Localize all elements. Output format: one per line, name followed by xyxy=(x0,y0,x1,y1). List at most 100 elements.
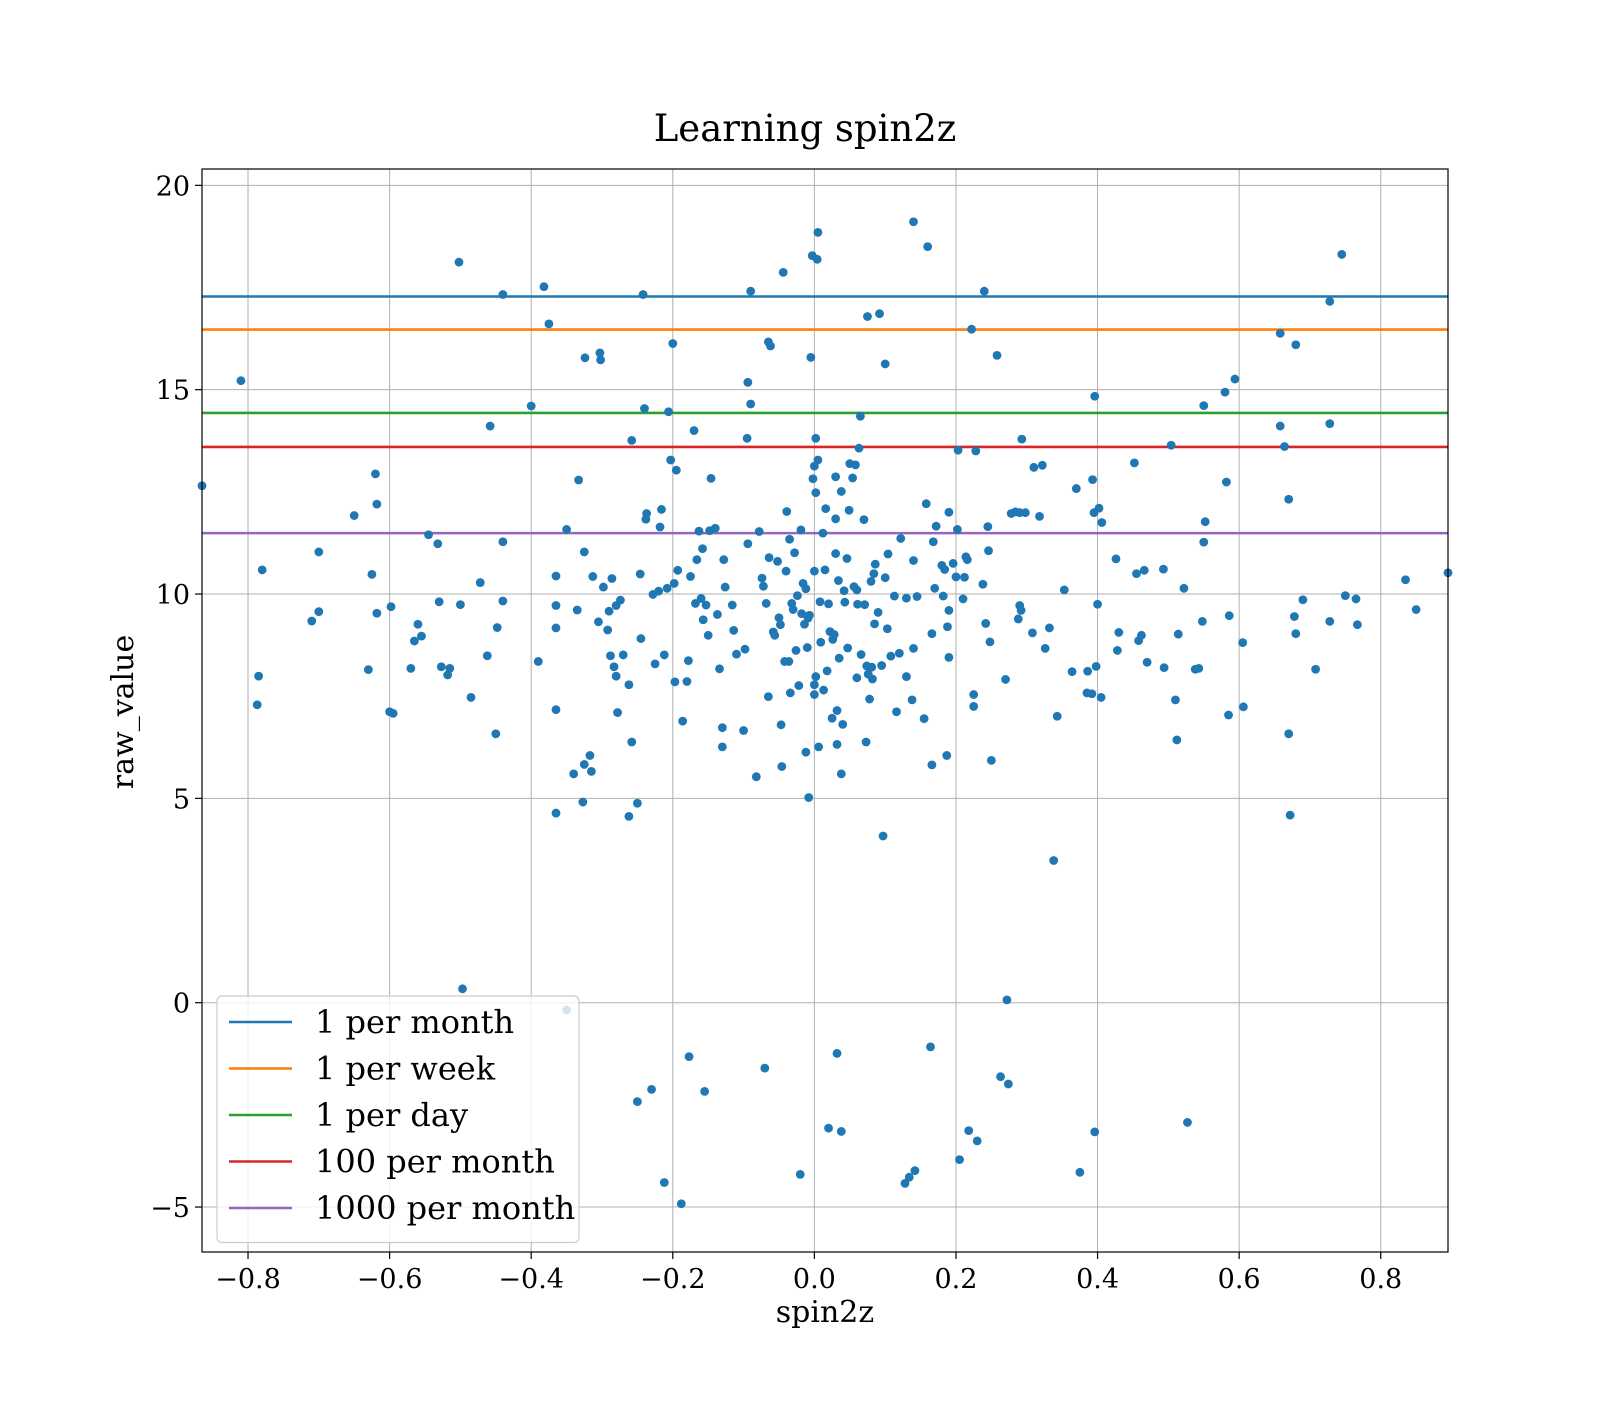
data-point xyxy=(1199,537,1209,547)
data-point xyxy=(983,522,993,531)
data-point xyxy=(539,282,549,292)
data-point xyxy=(790,548,799,558)
data-point xyxy=(967,324,976,334)
y-tick-label: 15 xyxy=(156,376,190,407)
data-point xyxy=(1097,518,1107,527)
data-point xyxy=(1291,629,1301,639)
data-point xyxy=(1017,434,1027,444)
data-point xyxy=(676,1199,686,1209)
data-point xyxy=(729,625,739,635)
y-axis-label: raw_value xyxy=(106,635,141,789)
y-tick-label: −5 xyxy=(150,1193,190,1224)
data-point xyxy=(666,455,676,465)
data-point xyxy=(607,574,617,583)
data-point xyxy=(1352,620,1362,630)
data-point xyxy=(838,719,848,729)
data-point xyxy=(860,600,870,610)
data-point xyxy=(624,811,634,821)
data-point xyxy=(962,555,972,565)
x-ticks: −0.8 −0.6 −0.4 −0.2 0.0 0.2 0.4 0.6 0.8 xyxy=(215,1252,1402,1295)
data-point xyxy=(1111,554,1121,564)
data-point xyxy=(788,605,798,614)
data-point xyxy=(611,671,621,681)
y-tick-label: 0 xyxy=(173,989,190,1020)
grid-lines xyxy=(202,169,1448,1252)
data-point xyxy=(551,808,561,818)
data-point xyxy=(836,487,846,496)
data-point xyxy=(1052,711,1062,721)
data-point xyxy=(972,1136,982,1146)
data-point xyxy=(588,572,598,581)
data-point xyxy=(1311,664,1321,674)
data-point xyxy=(791,646,801,655)
data-point xyxy=(701,600,711,610)
data-point xyxy=(889,591,899,601)
data-point xyxy=(927,760,937,770)
data-point xyxy=(839,586,849,596)
legend-label: 1 per month xyxy=(315,1003,514,1041)
data-point xyxy=(475,578,485,587)
data-point xyxy=(943,622,952,632)
data-point xyxy=(657,505,666,514)
data-point xyxy=(822,666,832,676)
data-point xyxy=(1001,675,1010,684)
data-point xyxy=(579,547,589,557)
data-point xyxy=(996,1072,1005,1082)
data-point xyxy=(809,690,819,699)
data-point xyxy=(684,1052,694,1062)
x-tick-label: 0.2 xyxy=(934,1264,977,1295)
data-point xyxy=(673,565,683,575)
data-point xyxy=(1351,594,1361,604)
data-point xyxy=(960,572,969,582)
data-point xyxy=(627,435,637,445)
data-point xyxy=(424,530,433,540)
data-point xyxy=(647,1084,656,1094)
data-point xyxy=(969,702,979,711)
data-point xyxy=(257,565,267,575)
data-point xyxy=(831,472,841,482)
data-point xyxy=(636,634,646,643)
data-point xyxy=(254,671,264,681)
data-point xyxy=(692,555,702,565)
data-point xyxy=(852,585,862,595)
data-point xyxy=(445,664,455,673)
data-point xyxy=(1159,663,1169,672)
data-point xyxy=(417,631,426,641)
data-point xyxy=(1093,599,1102,609)
data-point xyxy=(1071,484,1081,493)
data-point xyxy=(875,309,884,319)
data-point xyxy=(720,582,730,592)
data-point xyxy=(763,692,773,702)
data-point xyxy=(712,610,722,619)
data-point xyxy=(776,720,786,730)
data-point xyxy=(603,625,613,635)
data-point xyxy=(927,629,937,639)
data-point xyxy=(1275,328,1285,338)
data-point xyxy=(827,713,837,723)
data-point xyxy=(944,605,954,615)
data-point xyxy=(640,404,649,413)
data-point xyxy=(869,569,879,578)
data-point xyxy=(732,649,741,659)
data-point xyxy=(406,664,416,673)
data-point xyxy=(909,217,918,227)
x-tick-label: −0.6 xyxy=(357,1264,423,1295)
data-point xyxy=(784,657,794,666)
data-point xyxy=(682,677,692,686)
data-point xyxy=(971,446,981,456)
data-point xyxy=(751,772,761,782)
x-axis-label: spin2z xyxy=(776,1295,874,1330)
data-point xyxy=(654,586,664,596)
data-point xyxy=(831,514,841,524)
data-point xyxy=(902,593,911,603)
data-point xyxy=(818,528,828,538)
data-point xyxy=(921,499,931,509)
data-point xyxy=(363,665,373,675)
data-point xyxy=(252,700,262,710)
data-point xyxy=(1172,735,1182,745)
data-point xyxy=(698,544,707,554)
data-point xyxy=(792,591,802,601)
data-point xyxy=(650,659,660,669)
data-point xyxy=(766,341,775,351)
data-point xyxy=(1045,623,1054,633)
